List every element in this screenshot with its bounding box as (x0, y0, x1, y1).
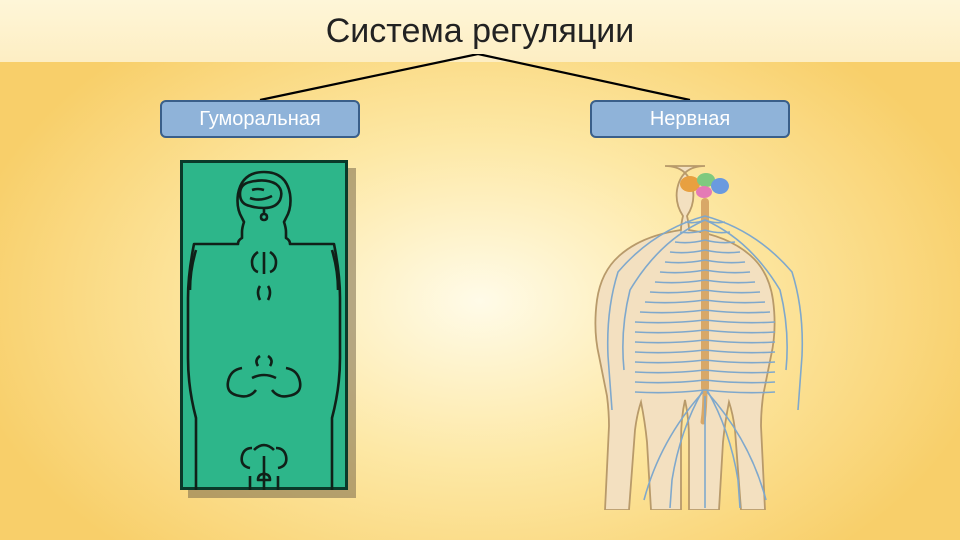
branch-left-box: Гуморальная (160, 100, 360, 138)
humoral-illustration (180, 160, 348, 490)
page-title: Система регуляции (0, 12, 960, 51)
tree-connector (0, 54, 960, 174)
nervous-illustration (590, 160, 820, 510)
branch-right-box: Нервная (590, 100, 790, 138)
branch-right-label: Нервная (650, 108, 730, 131)
branch-left-label: Гуморальная (199, 108, 320, 131)
